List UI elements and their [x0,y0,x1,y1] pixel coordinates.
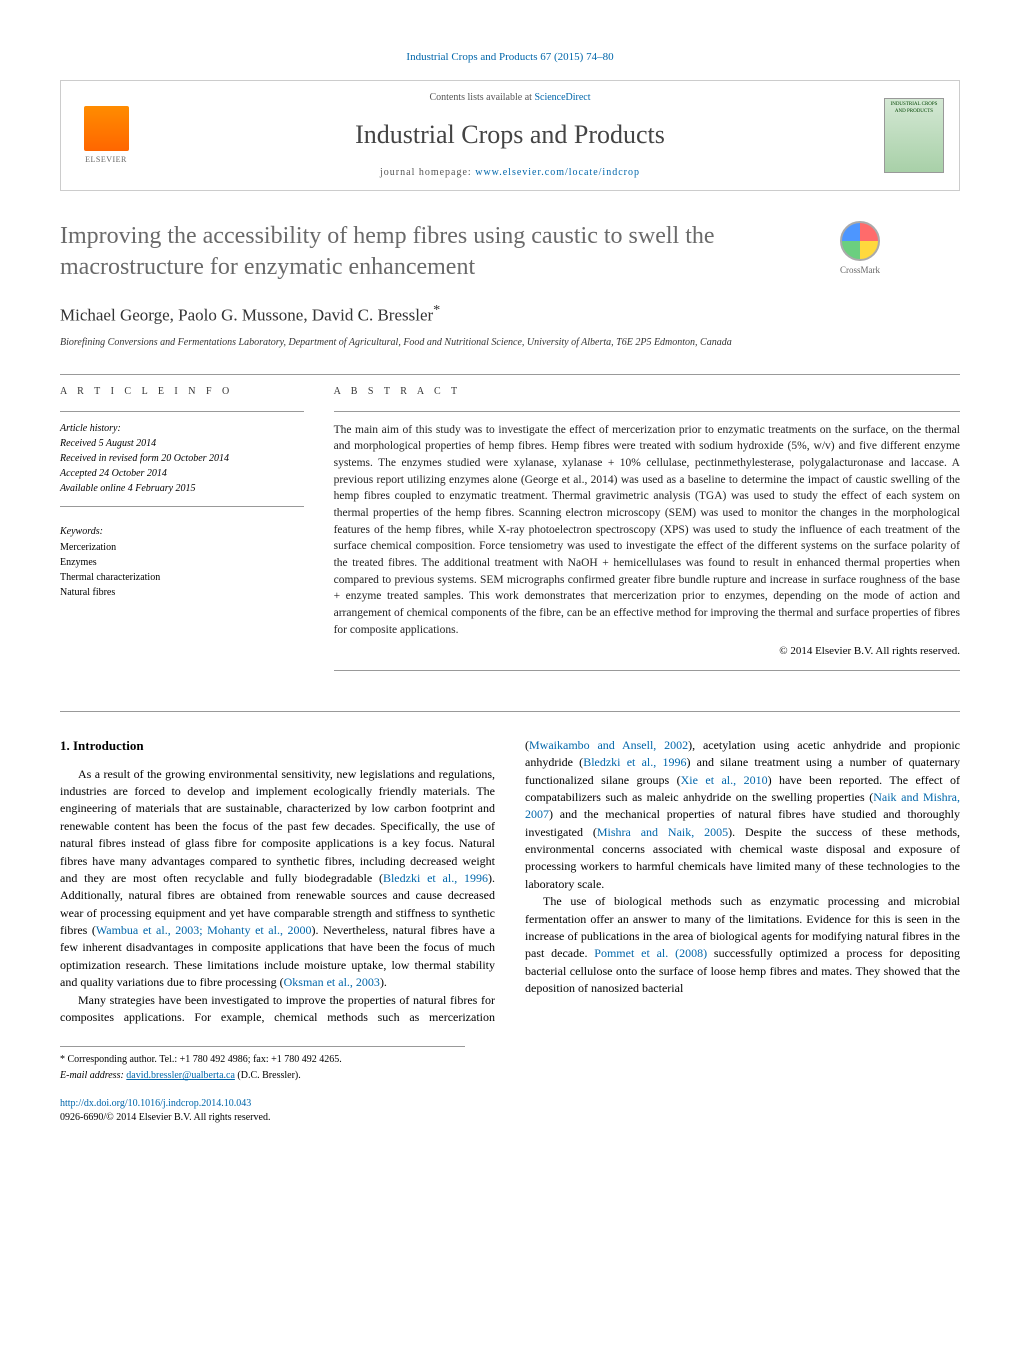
issn-copyright-line: 0926-6690/© 2014 Elsevier B.V. All right… [60,1112,270,1123]
corresponding-author-line: * Corresponding author. Tel.: +1 780 492… [60,1053,465,1067]
journal-reference: Industrial Crops and Products 67 (2015) … [60,50,960,65]
crossmark-badge[interactable]: CrossMark [820,221,900,277]
keyword: Mercerization [60,541,304,555]
article-history: Article history: Received 5 August 2014 … [60,422,304,496]
body-text-columns: 1. Introduction As a result of the growi… [60,737,960,1027]
keyword: Thermal characterization [60,571,304,585]
citation-link[interactable]: Pommet et al. (2008) [594,946,707,960]
text-run: ). [380,975,387,989]
contents-available-line: Contents lists available at ScienceDirec… [136,91,884,105]
sciencedirect-link[interactable]: ScienceDirect [534,92,590,103]
introduction-heading: 1. Introduction [60,737,495,756]
citation-link[interactable]: Mishra and Naik, 2005 [597,825,728,839]
journal-title: Industrial Crops and Products [136,117,884,153]
text-run: As a result of the growing environmental… [60,767,495,885]
article-info-label: a r t i c l e i n f o [60,385,304,399]
abstract-copyright: © 2014 Elsevier B.V. All rights reserved… [334,644,960,659]
elsevier-logo: ELSEVIER [76,101,136,171]
corresponding-author-marker: * [433,302,440,318]
keywords-label: Keywords: [60,525,304,539]
authors-text: Michael George, Paolo G. Mussone, David … [60,306,433,325]
abstract-label: a b s t r a c t [334,385,960,399]
contents-prefix: Contents lists available at [429,92,534,103]
citation-link[interactable]: Xie et al., 2010 [681,773,768,787]
elsevier-tree-icon [84,106,129,151]
article-info-column: a r t i c l e i n f o Article history: R… [60,385,304,681]
crossmark-icon [840,221,880,261]
divider [334,411,960,412]
journal-homepage-line: journal homepage: www.elsevier.com/locat… [136,166,884,180]
keyword: Natural fibres [60,586,304,600]
divider [60,411,304,412]
journal-header-box: ELSEVIER Contents lists available at Sci… [60,80,960,190]
divider [60,506,304,507]
doi-block: http://dx.doi.org/10.1016/j.indcrop.2014… [60,1097,960,1125]
intro-paragraph-1: As a result of the growing environmental… [60,766,495,992]
divider [60,711,960,712]
email-line: E-mail address: david.bressler@ualberta.… [60,1069,465,1083]
citation-link[interactable]: Bledzki et al., 1996 [383,871,488,885]
divider [334,670,960,671]
revised-date: Received in revised form 20 October 2014 [60,452,304,466]
email-suffix: (D.C. Bressler). [235,1070,301,1081]
journal-cover-thumbnail: INDUSTRIAL CROPS AND PRODUCTS [884,98,944,173]
citation-link[interactable]: Oksman et al., 2003 [284,975,380,989]
header-center: Contents lists available at ScienceDirec… [136,91,884,179]
citation-link[interactable]: Mwaikambo and Ansell, 2002 [529,738,688,752]
received-date: Received 5 August 2014 [60,437,304,451]
keyword: Enzymes [60,556,304,570]
email-link[interactable]: david.bressler@ualberta.ca [126,1070,235,1081]
email-label: E-mail address: [60,1070,126,1081]
corresponding-author-footer: * Corresponding author. Tel.: +1 780 492… [60,1046,465,1083]
abstract-body: The main aim of this study was to invest… [334,424,960,636]
abstract-text: The main aim of this study was to invest… [334,422,960,639]
abstract-column: a b s t r a c t The main aim of this stu… [334,385,960,681]
doi-link[interactable]: http://dx.doi.org/10.1016/j.indcrop.2014… [60,1098,251,1109]
citation-link[interactable]: Wambua et al., 2003; Mohanty et al., 200… [96,923,312,937]
cover-title-text: INDUSTRIAL CROPS AND PRODUCTS [891,102,938,114]
affiliation: Biorefining Conversions and Fermentation… [60,336,960,349]
divider [60,374,960,375]
homepage-prefix: journal homepage: [380,167,475,178]
online-date: Available online 4 February 2015 [60,482,304,496]
citation-link[interactable]: Bledzki et al., 1996 [583,755,686,769]
accepted-date: Accepted 24 October 2014 [60,467,304,481]
keywords-block: Keywords: Mercerization Enzymes Thermal … [60,525,304,600]
author-list: Michael George, Paolo G. Mussone, David … [60,301,960,327]
crossmark-label: CrossMark [840,265,880,275]
history-label: Article history: [60,422,304,436]
intro-paragraph-3: The use of biological methods such as en… [525,893,960,997]
journal-homepage-link[interactable]: www.elsevier.com/locate/indcrop [475,167,640,178]
elsevier-label: ELSEVIER [85,154,127,165]
